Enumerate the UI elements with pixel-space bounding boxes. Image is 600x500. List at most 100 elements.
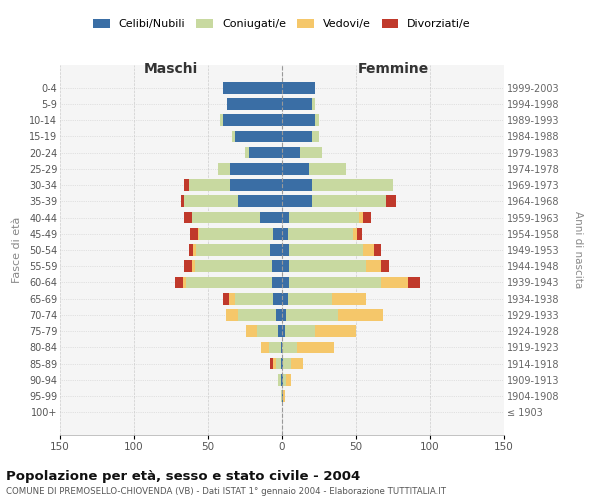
Bar xyxy=(184,179,189,191)
Bar xyxy=(311,130,319,142)
Bar xyxy=(223,114,282,126)
Bar xyxy=(175,276,183,288)
Bar xyxy=(283,390,285,402)
Bar xyxy=(285,326,314,337)
Bar xyxy=(381,276,408,288)
Bar xyxy=(311,179,393,191)
Bar xyxy=(367,260,381,272)
Bar xyxy=(358,228,362,239)
Bar xyxy=(189,244,193,256)
Bar xyxy=(261,342,269,353)
Bar xyxy=(282,390,283,402)
Bar xyxy=(276,309,282,321)
Bar xyxy=(282,82,314,94)
Bar xyxy=(184,196,238,207)
Bar xyxy=(288,293,332,304)
Bar xyxy=(281,342,282,353)
Bar xyxy=(181,196,184,207)
Bar xyxy=(229,293,235,304)
Bar xyxy=(283,374,286,386)
Bar xyxy=(272,260,282,272)
Bar xyxy=(338,309,383,321)
Bar xyxy=(250,147,282,158)
Bar xyxy=(282,163,308,174)
Bar xyxy=(269,342,281,353)
Bar xyxy=(364,212,371,224)
Bar xyxy=(273,358,276,370)
Bar xyxy=(238,196,282,207)
Bar xyxy=(282,326,285,337)
Bar xyxy=(278,326,282,337)
Bar xyxy=(314,114,319,126)
Bar xyxy=(289,276,381,288)
Bar xyxy=(238,309,276,321)
Bar xyxy=(270,244,282,256)
Bar xyxy=(226,309,238,321)
Bar xyxy=(282,98,311,110)
Bar xyxy=(186,276,272,288)
Bar xyxy=(282,196,311,207)
Bar xyxy=(194,260,272,272)
Bar xyxy=(282,342,297,353)
Bar xyxy=(374,244,381,256)
Bar xyxy=(276,358,281,370)
Bar xyxy=(270,358,273,370)
Bar xyxy=(308,163,346,174)
Bar xyxy=(282,374,283,386)
Bar xyxy=(282,147,300,158)
Bar xyxy=(314,326,356,337)
Bar xyxy=(184,212,192,224)
Bar xyxy=(223,82,282,94)
Bar xyxy=(359,212,364,224)
Bar xyxy=(235,293,273,304)
Bar xyxy=(199,228,273,239)
Bar xyxy=(297,342,334,353)
Bar xyxy=(408,276,419,288)
Bar xyxy=(353,228,358,239)
Bar xyxy=(282,293,288,304)
Text: Maschi: Maschi xyxy=(144,62,198,76)
Bar xyxy=(282,212,289,224)
Text: Femmine: Femmine xyxy=(358,62,428,76)
Bar xyxy=(192,212,260,224)
Bar xyxy=(289,212,359,224)
Bar xyxy=(282,114,314,126)
Bar xyxy=(190,228,197,239)
Bar xyxy=(288,228,353,239)
Bar xyxy=(281,374,282,386)
Bar xyxy=(192,260,194,272)
Bar xyxy=(193,244,196,256)
Bar xyxy=(282,228,288,239)
Bar xyxy=(278,374,281,386)
Bar xyxy=(291,358,303,370)
Y-axis label: Anni di nascita: Anni di nascita xyxy=(574,212,583,288)
Bar xyxy=(311,98,314,110)
Bar xyxy=(245,147,250,158)
Bar xyxy=(230,179,282,191)
Bar xyxy=(364,244,374,256)
Bar xyxy=(235,130,282,142)
Bar xyxy=(257,326,278,337)
Bar xyxy=(282,244,289,256)
Bar xyxy=(286,309,338,321)
Bar xyxy=(381,260,389,272)
Bar xyxy=(272,276,282,288)
Bar xyxy=(289,244,364,256)
Bar xyxy=(218,163,230,174)
Bar xyxy=(282,179,311,191)
Bar xyxy=(247,326,257,337)
Bar xyxy=(300,147,322,158)
Bar xyxy=(311,196,386,207)
Y-axis label: Fasce di età: Fasce di età xyxy=(12,217,22,283)
Bar xyxy=(282,260,289,272)
Bar xyxy=(184,260,192,272)
Bar xyxy=(286,374,291,386)
Bar xyxy=(282,276,289,288)
Bar xyxy=(386,196,396,207)
Bar xyxy=(232,130,235,142)
Bar xyxy=(223,293,229,304)
Bar xyxy=(189,179,230,191)
Legend: Celibi/Nubili, Coniugati/e, Vedovi/e, Divorziati/e: Celibi/Nubili, Coniugati/e, Vedovi/e, Di… xyxy=(93,19,471,29)
Bar xyxy=(289,260,367,272)
Bar xyxy=(197,228,199,239)
